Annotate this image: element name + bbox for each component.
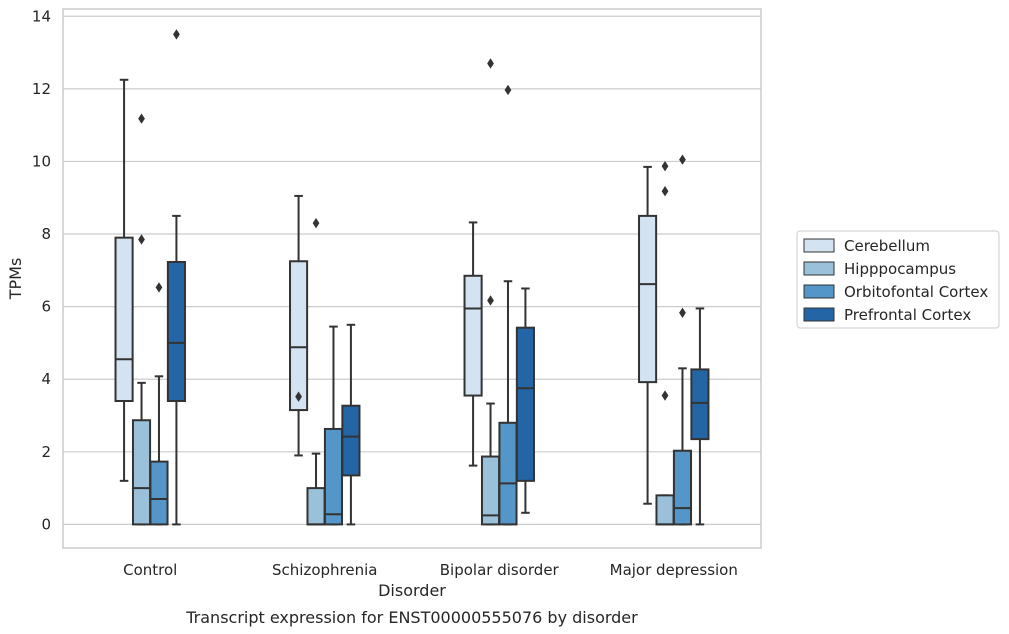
box-hipppocampus-2 — [480, 58, 501, 526]
y-tick-label: 8 — [41, 225, 51, 243]
legend-swatch — [803, 261, 835, 276]
x-axis-title: Disorder — [378, 581, 446, 600]
box-iqr — [131, 419, 152, 526]
legend-label: Hipppocampus — [844, 260, 956, 278]
legend-swatch — [803, 238, 835, 253]
plot-frame — [62, 8, 762, 549]
box-iqr — [306, 487, 326, 526]
outlier-point — [138, 234, 145, 245]
y-tick-label: 6 — [41, 298, 51, 316]
box-iqr — [480, 455, 501, 526]
x-tick-labels: Control Schizophrenia Bipolar disorder Majo… — [123, 561, 738, 579]
y-tick-label: 14 — [32, 7, 51, 25]
x-tick-label: Major depression — [610, 561, 738, 579]
y-tick-labels: 0 2 4 6 8 10 12 14 — [32, 7, 51, 533]
x-tick-label: Schizophrenia — [272, 561, 377, 579]
legend-label: Orbitofontal Cortex — [844, 283, 988, 301]
outlier-point — [661, 390, 669, 401]
x-tick-label: Control — [123, 561, 177, 579]
legend-swatch — [803, 284, 835, 299]
outlier-point — [679, 307, 686, 318]
chart-caption: Transcript expression for ENST0000055507… — [185, 608, 638, 627]
box-cerebellum-3 — [638, 165, 658, 505]
box-layer — [114, 29, 710, 526]
box-prefrontal-cortex-1 — [341, 323, 361, 526]
box-iqr — [289, 260, 309, 412]
outlier-point — [487, 58, 494, 69]
box-cerebellum-2 — [463, 221, 483, 467]
outlier-point — [661, 160, 669, 172]
box-prefrontal-cortex-2 — [515, 287, 535, 514]
box-iqr — [638, 214, 658, 384]
box-hipppocampus-0 — [131, 113, 152, 526]
y-tick-label: 4 — [41, 370, 51, 388]
box-hipppocampus-1 — [306, 217, 326, 526]
outlier-point — [661, 186, 669, 197]
legend-frame — [796, 230, 1000, 329]
box-cerebellum-1 — [289, 194, 309, 457]
outlier-point — [504, 84, 512, 96]
outlier-point — [312, 217, 320, 229]
outlier-point — [138, 113, 145, 124]
x-tick-label: Bipolar disorder — [440, 561, 560, 579]
box-iqr — [149, 460, 169, 526]
box-iqr — [463, 274, 483, 397]
box-iqr — [323, 427, 344, 526]
y-tick-label: 2 — [41, 443, 51, 461]
box-iqr — [690, 368, 710, 441]
legend-label: Prefrontal Cortex — [844, 306, 971, 324]
legend-label: Cerebellum — [844, 237, 930, 255]
box-orbitofontal-cortex-0 — [149, 282, 169, 526]
box-iqr — [498, 421, 518, 526]
legend-swatch — [803, 307, 835, 322]
box-iqr — [114, 236, 134, 402]
outlier-point — [295, 391, 302, 402]
y-tick-label: 0 — [41, 515, 51, 533]
box-hipppocampus-3 — [655, 160, 675, 526]
y-tick-label: 12 — [32, 80, 51, 98]
box-prefrontal-cortex-0 — [166, 29, 186, 526]
outlier-point — [155, 282, 163, 293]
box-orbitofontal-cortex-3 — [672, 154, 693, 526]
box-iqr — [166, 260, 186, 403]
box-prefrontal-cortex-3 — [690, 307, 710, 526]
y-axis-title: TPMs — [6, 258, 25, 301]
box-orbitofontal-cortex-1 — [323, 325, 344, 526]
legend: Cerebellum Hipppocampus Orbitofontal Corte… — [796, 230, 1000, 329]
box-iqr — [341, 404, 361, 477]
outlier-point — [679, 154, 686, 165]
box-orbitofontal-cortex-2 — [498, 84, 518, 526]
outlier-point — [173, 29, 180, 40]
box-iqr — [515, 326, 535, 482]
outlier-point — [487, 295, 494, 306]
y-tick-label: 10 — [32, 152, 51, 170]
box-iqr — [672, 449, 693, 526]
box-iqr — [655, 494, 675, 526]
box-cerebellum-0 — [114, 78, 134, 482]
